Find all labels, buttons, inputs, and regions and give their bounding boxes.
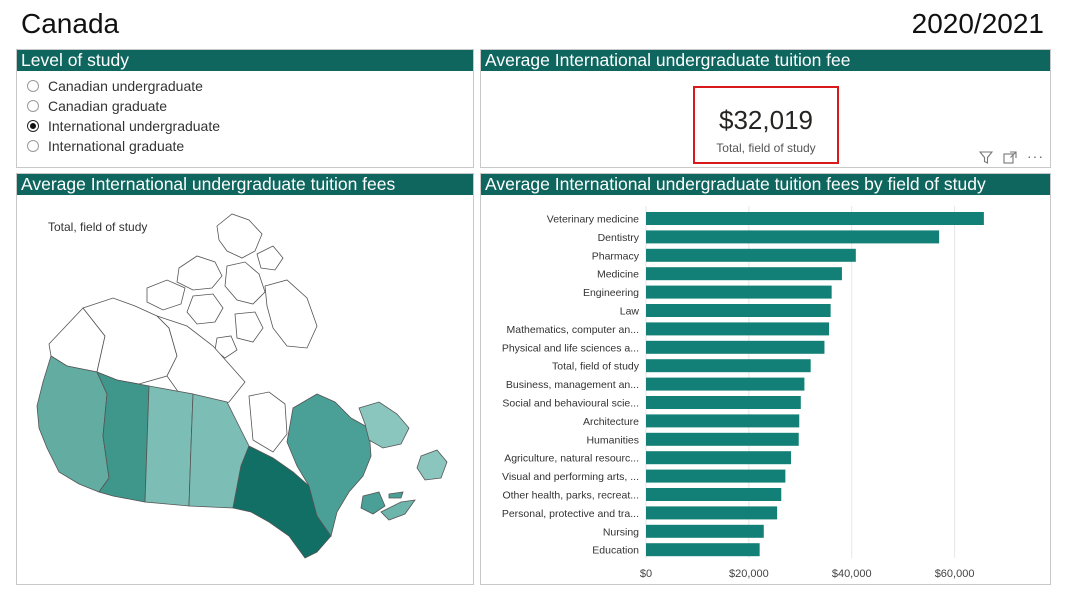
bar-chart-panel: Average International undergraduate tuit… — [480, 173, 1051, 585]
map-subtitle: Total, field of study — [48, 220, 148, 234]
hudson-bay-water — [248, 391, 288, 453]
saskatchewan-region — [144, 385, 194, 507]
kpi-label: Total, field of study — [716, 141, 816, 155]
quebec-region — [286, 393, 372, 537]
radio-label: International graduate — [48, 138, 185, 154]
category-label: Humanities — [586, 434, 639, 446]
bar[interactable] — [646, 248, 856, 262]
bar[interactable] — [646, 488, 782, 501]
bar[interactable] — [646, 414, 800, 428]
bar[interactable] — [646, 543, 760, 557]
newfoundland-region — [416, 449, 448, 481]
bar[interactable] — [646, 377, 805, 391]
category-label: Medicine — [597, 269, 639, 281]
page-title: Canada — [21, 8, 120, 39]
category-label: Physical and life sciences a... — [502, 342, 639, 354]
labrador-region — [358, 401, 410, 449]
alberta-region — [96, 371, 150, 503]
bar[interactable] — [646, 304, 831, 317]
radio-label: Canadian undergraduate — [48, 78, 203, 94]
filter-icon[interactable] — [978, 151, 994, 167]
arctic-island — [186, 293, 224, 325]
category-label: Social and behavioural scie... — [502, 398, 639, 410]
bar[interactable] — [646, 267, 842, 281]
bar-chart: $0 $20,000 $40,000 $60,000 Veterinary medici… — [502, 206, 984, 580]
canada-map[interactable] — [17, 196, 473, 585]
category-label: Pharmacy — [592, 250, 640, 262]
visual-header-icons: ··· — [978, 148, 1044, 167]
category-label: Total, field of study — [552, 361, 640, 373]
x-tick-label: $60,000 — [935, 568, 975, 580]
nova-scotia-region — [380, 499, 416, 521]
bar[interactable] — [646, 451, 792, 465]
kpi-card[interactable]: $32,019 Total, field of study — [693, 86, 839, 164]
radio-canadian-graduate[interactable]: Canadian graduate — [27, 96, 167, 116]
level-of-study-header: Level of study — [17, 50, 473, 71]
kpi-header: Average International undergraduate tuit… — [481, 50, 1050, 71]
map-header: Average International undergraduate tuit… — [17, 174, 473, 195]
arctic-island — [256, 245, 284, 271]
page-year: 2020/2021 — [911, 8, 1044, 39]
category-label: Business, management an... — [506, 379, 639, 391]
more-options-icon[interactable]: ··· — [1027, 148, 1044, 164]
bar[interactable] — [646, 396, 801, 409]
level-of-study-panel: Level of study Canadian undergraduate Ca… — [16, 49, 474, 168]
bar-chart-header: Average International undergraduate tuit… — [481, 174, 1050, 195]
arctic-island — [176, 255, 223, 291]
x-tick-label: $0 — [640, 568, 652, 580]
bar[interactable] — [646, 359, 811, 373]
radio-button[interactable] — [27, 140, 39, 152]
x-tick-label: $40,000 — [832, 568, 872, 580]
bar[interactable] — [646, 230, 940, 244]
bar[interactable] — [646, 506, 778, 520]
focus-mode-icon[interactable] — [1003, 151, 1017, 167]
bar[interactable] — [646, 340, 825, 354]
arctic-island — [234, 311, 264, 343]
radio-button[interactable] — [27, 80, 39, 92]
bar[interactable] — [646, 432, 799, 446]
pei-region — [388, 491, 404, 499]
arctic-island — [264, 279, 318, 349]
arctic-island — [146, 279, 186, 311]
radio-label: Canadian graduate — [48, 98, 168, 114]
category-label: Visual and performing arts, ... — [502, 471, 639, 483]
radio-international-graduate[interactable]: International graduate — [27, 136, 184, 156]
bar[interactable] — [646, 212, 984, 225]
category-label: Veterinary medicine — [547, 214, 639, 226]
arctic-island — [214, 335, 238, 359]
category-label: Mathematics, computer an... — [507, 324, 639, 336]
radio-button[interactable] — [27, 100, 39, 112]
arctic-island — [216, 213, 263, 259]
bar[interactable] — [646, 524, 764, 538]
radio-canadian-undergraduate[interactable]: Canadian undergraduate — [27, 76, 203, 96]
bar[interactable] — [646, 469, 786, 483]
x-tick-label: $20,000 — [729, 568, 769, 580]
ontario-region — [232, 445, 332, 559]
bar[interactable] — [646, 322, 830, 336]
british-columbia-region — [36, 355, 110, 493]
category-label: Nursing — [603, 526, 639, 538]
arctic-island — [224, 261, 266, 305]
radio-label: International undergraduate — [48, 118, 221, 134]
category-label: Other health, parks, recreat... — [502, 490, 639, 502]
map-panel: Average International undergraduate tuit… — [16, 173, 474, 585]
category-label: Engineering — [583, 287, 639, 299]
category-label: Education — [592, 545, 639, 557]
category-label: Agriculture, natural resourc... — [504, 453, 639, 465]
category-label: Dentistry — [598, 232, 640, 244]
bar[interactable] — [646, 285, 832, 299]
kpi-value: $32,019 — [719, 105, 813, 135]
kpi-panel: Average International undergraduate tuit… — [480, 49, 1051, 168]
category-label: Personal, protective and tra... — [502, 508, 639, 520]
new-brunswick-region — [360, 491, 386, 515]
category-label: Architecture — [583, 416, 639, 428]
category-label: Law — [620, 306, 640, 318]
radio-international-undergraduate[interactable]: International undergraduate — [27, 116, 220, 136]
radio-button-selected[interactable] — [27, 120, 39, 132]
